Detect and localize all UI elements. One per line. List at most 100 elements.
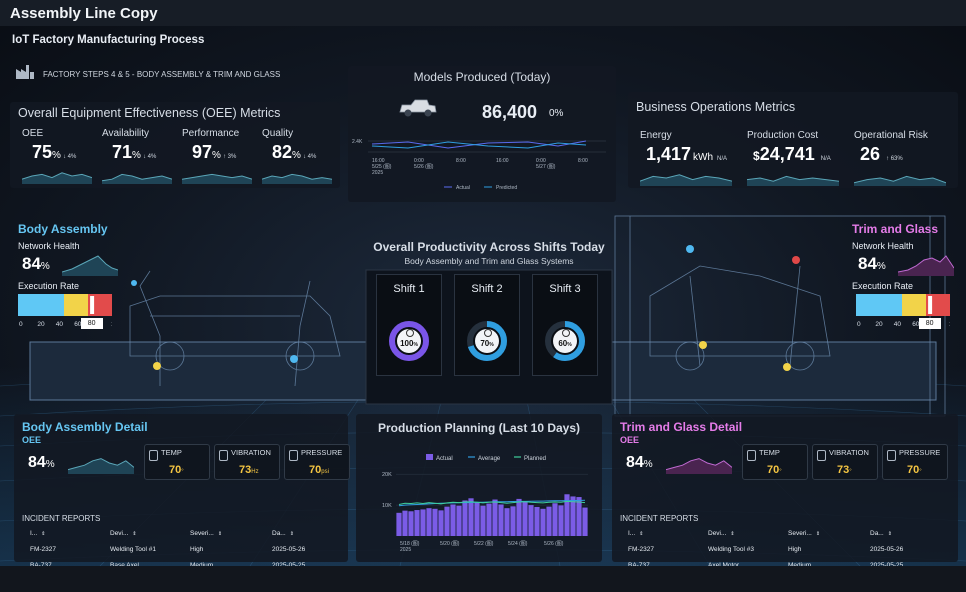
shift-card-1: Shift 1 100%: [376, 274, 442, 376]
column-header[interactable]: Devi... ⇕: [110, 530, 137, 537]
actual-bar: [414, 510, 420, 536]
table-cell: Medium: [788, 562, 812, 566]
shift-donut: [467, 321, 507, 361]
business-metrics-panel: Business Operations Metrics Energy 1,417 k…: [628, 92, 958, 188]
sensor-label: VIBRATION: [231, 448, 271, 457]
x-tick-label: 0:00: [536, 158, 546, 164]
actual-bar: [426, 508, 432, 536]
oee-metrics-panel: Overall Equipment Effectiveness (OEE) Me…: [10, 102, 340, 188]
gauge-tick: 0: [19, 321, 23, 328]
sort-icon: ⇕: [289, 531, 294, 537]
pressure-gauge-icon: [289, 450, 298, 461]
table-cell: BA-737: [30, 562, 52, 566]
table-cell: Axel Motor: [708, 562, 740, 566]
metric-sparkline: [102, 173, 172, 184]
x-tick-label: 5/22 (图): [474, 541, 494, 547]
table-row[interactable]: BA-737 Axel Motor Medium 2025-05-25: [612, 562, 942, 566]
table-cell: High: [190, 546, 204, 553]
column-header[interactable]: I... ⇕: [628, 530, 644, 537]
shift-label: Shift 3: [549, 283, 581, 295]
x-tick-label: 5/18 (图): [400, 541, 420, 547]
temp-sensor: TEMP 70°: [144, 444, 210, 480]
models-produced-panel: Models Produced (Today) 86,400 0% 2.4K 1…: [348, 66, 616, 202]
metric-sparkline: [640, 174, 732, 186]
detail-title: Trim and Glass Detail: [620, 420, 743, 434]
sensor-value: 70°: [767, 464, 782, 476]
table-row[interactable]: FM-2327 Welding Tool #1 High 2025-05-26: [14, 546, 344, 558]
legend-label: Average: [478, 456, 501, 462]
business-metric-0: Energy 1,417 kWh N/A: [640, 130, 740, 186]
x-tick-label: 8:00: [578, 158, 588, 164]
x-tick-label: 5/27 (图): [536, 164, 556, 170]
gauge-tick: 100: [949, 321, 950, 328]
legend-actual: Actual: [456, 185, 470, 191]
metric-label: OEE: [22, 128, 44, 139]
footer-bar: [0, 566, 966, 592]
tg-health-sparkline: [898, 255, 954, 276]
gauge-tick: 20: [875, 321, 883, 328]
business-title: Business Operations Metrics: [636, 100, 796, 114]
actual-bar: [492, 499, 498, 536]
thermometer-icon: [149, 450, 158, 461]
table-cell: Medium: [190, 562, 214, 566]
table-row[interactable]: FM-2327 Welding Tool #3 High 2025-05-26: [612, 546, 942, 558]
tg-network-health: 84%: [858, 254, 886, 273]
temp-sensor: TEMP 70°: [742, 444, 808, 480]
gauge-tick: 60: [912, 321, 920, 328]
vibration-icon: [817, 450, 826, 461]
metric-label: Quality: [262, 128, 294, 139]
actual-bar: [402, 510, 408, 536]
actual-bar: [516, 498, 522, 536]
ba-health-sparkline: [62, 255, 118, 276]
table-cell: High: [788, 546, 802, 553]
tg-network-health-label: Network Health: [852, 241, 914, 251]
metric-value: 82% ↓ 4%: [272, 142, 317, 162]
actual-bar: [522, 501, 528, 536]
sensor-label: PRESSURE: [899, 448, 941, 457]
actual-bar: [486, 503, 492, 536]
factory-steps-label: FACTORY STEPS 4 & 5 - BODY ASSEMBLY & TR…: [43, 70, 281, 79]
models-change: 0%: [549, 108, 564, 119]
column-header[interactable]: Da... ⇕: [272, 530, 294, 537]
actual-bar: [552, 503, 558, 536]
dashboard-canvas: IoT Factory Manufacturing Process FACTOR…: [0, 26, 966, 566]
vibration-sensor: VIBRATION 73Hz: [214, 444, 280, 480]
actual-bar: [450, 504, 456, 536]
ba-execution-gauge: 02040608010080: [18, 294, 122, 333]
trim-glass-title: Trim and Glass: [852, 222, 939, 236]
column-header[interactable]: I... ⇕: [30, 530, 46, 537]
metric-label: Production Cost: [747, 130, 819, 141]
ba-execution-rate-label: Execution Rate: [18, 281, 80, 291]
models-title: Models Produced (Today): [413, 70, 551, 84]
legend-label: Planned: [524, 456, 546, 462]
x-tick-label: 5/24 (图): [508, 541, 528, 547]
incident-reports-title: INCIDENT REPORTS: [22, 514, 101, 523]
actual-bar: [546, 506, 552, 536]
thermometer-icon: [747, 450, 756, 461]
app-title: Assembly Line Copy: [10, 5, 158, 22]
body-assembly-title: Body Assembly: [18, 222, 108, 236]
table-cell: BA-737: [628, 562, 650, 566]
table-cell: 2025-05-26: [870, 546, 904, 553]
trim-detail-panel: Trim and Glass Detail OEE 84% TEMP 70° VIBRAT…: [612, 414, 958, 566]
tg-execution-rate-label: Execution Rate: [852, 281, 914, 291]
table-row[interactable]: BA-737 Base Axel Medium 2025-05-25: [14, 562, 344, 566]
production-planning-panel: Production Planning (Last 10 Days) Actua…: [356, 414, 602, 562]
metric-label: Availability: [102, 128, 150, 139]
body-detail-panel: Body Assembly Detail OEE 84% TEMP 70° VIBRATI…: [14, 414, 350, 566]
actual-bar: [432, 508, 438, 536]
x-tick-label: 0:00: [414, 158, 424, 164]
shift-card-3: Shift 3 60%: [532, 274, 598, 376]
column-header[interactable]: Severi... ⇕: [788, 530, 821, 537]
column-header[interactable]: Devi... ⇕: [708, 530, 735, 537]
detail-title: Body Assembly Detail: [22, 420, 148, 434]
actual-bar: [480, 505, 486, 536]
gauge-tick: 0: [857, 321, 861, 328]
models-y-tick: 2.4K: [352, 139, 363, 145]
column-header[interactable]: Severi... ⇕: [190, 530, 223, 537]
actual-bar: [408, 511, 414, 536]
actual-bar: [528, 505, 534, 536]
detail-oee-sparkline: [68, 458, 134, 474]
column-header[interactable]: Da... ⇕: [870, 530, 892, 537]
